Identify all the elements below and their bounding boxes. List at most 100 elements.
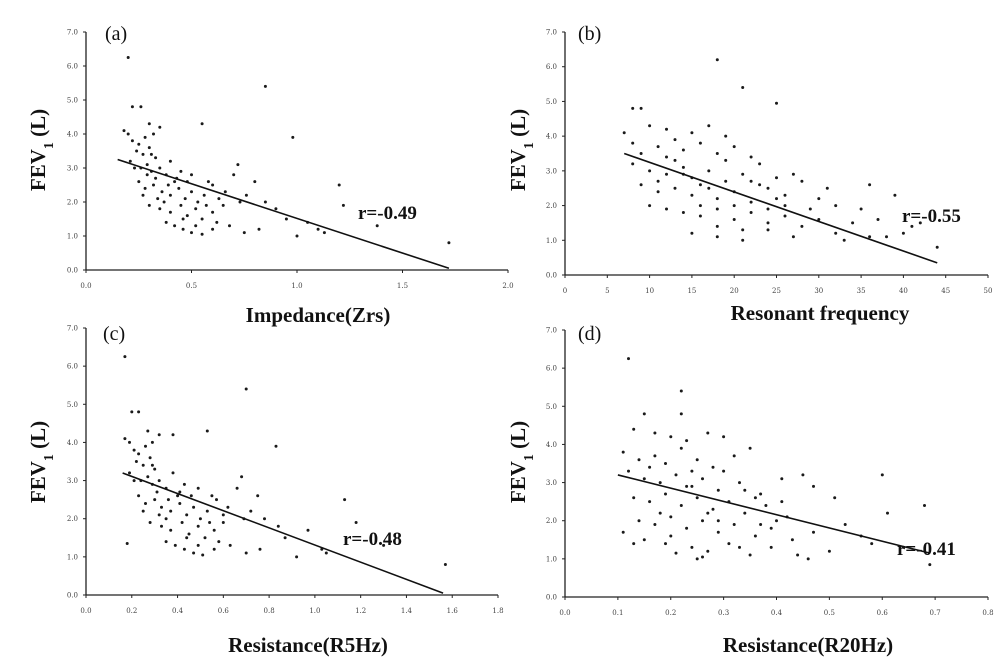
y-tick-label-b: 4.0 bbox=[546, 133, 557, 141]
data-point-d bbox=[637, 519, 641, 523]
data-point-a bbox=[217, 197, 221, 201]
y-axis-label-c: FEV1 (L) bbox=[26, 421, 57, 503]
data-point-b bbox=[732, 218, 736, 221]
data-point-b bbox=[834, 204, 838, 208]
data-point-a bbox=[147, 122, 151, 126]
data-point-c bbox=[169, 509, 173, 513]
data-point-b bbox=[673, 138, 677, 142]
data-point-c bbox=[274, 444, 278, 448]
x-tick-label-b: 10 bbox=[645, 287, 654, 295]
data-point-a bbox=[154, 156, 158, 160]
data-point-d bbox=[706, 511, 710, 515]
x-tick-label-c: 1.6 bbox=[447, 607, 459, 615]
data-point-a bbox=[274, 207, 278, 211]
data-point-c bbox=[382, 543, 386, 547]
data-point-d bbox=[716, 530, 720, 534]
regression-line-c bbox=[122, 472, 444, 594]
data-point-a bbox=[160, 190, 164, 194]
data-point-b bbox=[749, 179, 753, 183]
y-tick-label-a: 3.0 bbox=[67, 165, 78, 173]
data-point-a bbox=[181, 227, 185, 231]
data-point-d bbox=[690, 484, 694, 488]
x-tick-label-d: 0.0 bbox=[559, 609, 570, 617]
data-point-a bbox=[147, 203, 151, 207]
data-point-d bbox=[812, 484, 815, 488]
x-tick-label-b: 50 bbox=[984, 287, 993, 295]
data-point-d bbox=[653, 523, 657, 526]
data-point-a bbox=[202, 193, 206, 197]
data-point-c bbox=[128, 471, 131, 475]
y-tick-label-c: 4.0 bbox=[67, 439, 78, 447]
data-point-c bbox=[212, 547, 216, 551]
data-point-a bbox=[238, 200, 242, 204]
data-point-c bbox=[198, 517, 202, 521]
data-point-c bbox=[221, 513, 225, 517]
data-point-a bbox=[168, 193, 172, 197]
data-point-d bbox=[716, 488, 720, 492]
data-point-a bbox=[152, 183, 155, 187]
data-point-b bbox=[893, 193, 897, 197]
y-tick-label-d: 4.0 bbox=[546, 441, 557, 449]
x-axis-label-d: Resistance(R20Hz) bbox=[723, 633, 893, 657]
data-point-c bbox=[160, 524, 163, 528]
data-point-c bbox=[189, 494, 193, 498]
data-point-d bbox=[722, 435, 726, 439]
y-tick-label-d: 1.0 bbox=[546, 555, 557, 563]
x-tick-label-d: 0.8 bbox=[982, 609, 993, 617]
data-point-b bbox=[656, 179, 660, 183]
data-point-d bbox=[632, 427, 636, 431]
data-point-a bbox=[183, 197, 187, 201]
x-tick-label-d: 0.3 bbox=[718, 609, 729, 617]
data-point-d bbox=[653, 431, 657, 435]
y-tick-label-c: 3.0 bbox=[67, 477, 78, 485]
data-point-b bbox=[631, 141, 635, 145]
data-point-a bbox=[375, 224, 379, 228]
data-point-d bbox=[759, 492, 763, 496]
data-point-b bbox=[673, 158, 677, 162]
data-point-d bbox=[664, 462, 667, 465]
y-tick-label-d: 6.0 bbox=[546, 365, 557, 373]
data-point-b bbox=[732, 145, 736, 149]
data-point-d bbox=[827, 549, 831, 553]
regression-line-a bbox=[117, 158, 450, 270]
data-point-d bbox=[748, 553, 752, 557]
data-point-b bbox=[758, 183, 762, 187]
data-point-b bbox=[631, 106, 635, 110]
data-point-b bbox=[665, 127, 668, 131]
data-point-b bbox=[783, 204, 787, 208]
data-point-d bbox=[753, 534, 757, 538]
data-point-a bbox=[200, 232, 204, 236]
data-point-b bbox=[817, 218, 821, 221]
data-point-d bbox=[669, 534, 673, 538]
data-point-b bbox=[732, 204, 736, 208]
data-point-b bbox=[648, 169, 652, 173]
data-point-c bbox=[187, 532, 191, 536]
data-point-a bbox=[158, 166, 162, 170]
data-point-d bbox=[870, 542, 874, 546]
data-point-d bbox=[679, 412, 683, 416]
data-point-d bbox=[642, 477, 646, 481]
data-point-c bbox=[235, 486, 239, 490]
data-point-d bbox=[812, 530, 815, 534]
data-point-d bbox=[701, 555, 704, 559]
x-tick-label-c: 0.6 bbox=[218, 607, 230, 615]
data-point-a bbox=[190, 190, 193, 194]
data-point-a bbox=[147, 146, 151, 150]
data-point-d bbox=[769, 545, 773, 549]
data-point-c bbox=[182, 482, 186, 486]
data-point-c bbox=[171, 471, 175, 475]
data-point-d bbox=[716, 519, 720, 523]
data-point-d bbox=[679, 504, 683, 507]
data-point-a bbox=[130, 105, 134, 109]
data-point-a bbox=[156, 197, 160, 201]
data-point-d bbox=[711, 465, 715, 469]
data-point-a bbox=[179, 169, 183, 173]
data-point-c bbox=[295, 555, 299, 559]
x-tick-label-b: 0 bbox=[563, 287, 567, 295]
data-point-d bbox=[806, 557, 810, 561]
data-point-d bbox=[780, 477, 784, 481]
data-point-c bbox=[306, 528, 310, 532]
data-point-a bbox=[295, 234, 299, 238]
data-point-d bbox=[627, 469, 630, 473]
data-point-a bbox=[190, 231, 193, 235]
